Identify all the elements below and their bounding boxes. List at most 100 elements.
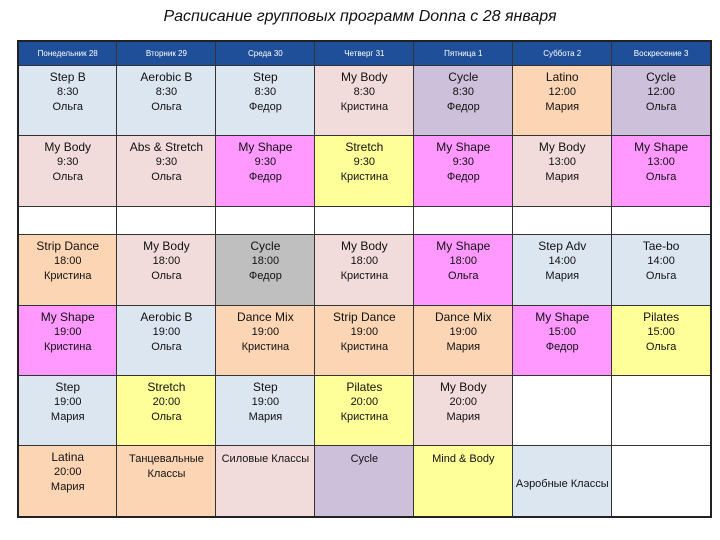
class-cell: Strip Dance 19:00 Кристина	[314, 304, 415, 377]
class-time: 9:30	[353, 156, 376, 169]
class-name: Latina	[51, 450, 85, 465]
legend-row: Latina 20:00 Мария Танцевальные Классы Сил…	[17, 445, 712, 518]
empty-cell	[413, 205, 514, 236]
class-time: 15:00	[647, 325, 675, 338]
empty-row	[17, 205, 712, 236]
class-cell: Pilates 15:00 Ольга	[611, 304, 712, 377]
day-header: Понедельник 28	[17, 40, 118, 66]
class-trainer: Ольга	[151, 270, 182, 283]
legend-label: Танцевальные Классы	[129, 453, 204, 481]
class-time: 15:00	[548, 325, 576, 338]
class-cell: My Body 18:00 Кристина	[314, 234, 415, 306]
class-trainer: Ольга	[151, 171, 182, 184]
class-name: Strip Dance	[332, 309, 396, 324]
class-name: Stretch	[345, 140, 384, 155]
class-name: Step	[253, 70, 278, 84]
header-row: Понедельник 28 Вторник 29 Среда 30 Четве…	[17, 40, 712, 66]
class-name: Pilates	[346, 380, 383, 395]
class-name: My Shape	[535, 309, 590, 324]
schedule-row: My Shape 19:00 Кристина Aerobic B 19:00 Ольг…	[17, 304, 712, 377]
class-time: 8:30	[452, 86, 474, 98]
legend-label: Mind & Body	[432, 453, 495, 466]
class-name: My Shape	[436, 140, 491, 155]
day-header: Воскресение 3	[611, 40, 712, 66]
page-title: Расписание групповых программ Donna с 28…	[163, 8, 557, 25]
class-trainer: Федор	[446, 101, 480, 113]
class-trainer: Мария	[545, 171, 580, 184]
class-time: 8:30	[155, 86, 178, 98]
schedule-row: Step B 8:30 Ольга Aerobic B 8:30 Ольга Step 8…	[17, 64, 712, 137]
class-cell: Aerobic B 8:30 Ольга	[116, 64, 217, 137]
class-cell: My Shape 18:00 Ольга	[413, 234, 514, 306]
class-trainer: Федор	[545, 340, 579, 353]
class-time: 13:00	[548, 156, 576, 169]
class-time: 18:00	[251, 255, 280, 268]
schedule-row: Strip Dance 18:00 Кристина My Body 18:00 Оль…	[17, 234, 712, 306]
class-cell: Dance Mix 19:00 Мария	[413, 304, 514, 377]
class-cell: Step 19:00 Мария	[17, 375, 118, 447]
class-cell: Latina 20:00 Мария	[17, 445, 118, 518]
class-trainer: Ольга	[645, 171, 677, 184]
class-time: 19:00	[53, 325, 82, 338]
class-name: Step	[253, 380, 278, 395]
class-name: My Shape	[634, 140, 689, 155]
day-header: Суббота 2	[512, 40, 613, 66]
legend-mind-body: Mind & Body	[413, 445, 514, 518]
class-time: 18:00	[449, 255, 478, 268]
class-trainer: Ольга	[448, 270, 479, 283]
class-name: My Body	[340, 70, 388, 84]
class-time: 19:00	[251, 396, 280, 409]
empty-cell	[512, 205, 613, 236]
class-cell: My Shape 9:30 Федор	[215, 135, 316, 207]
class-name: My Shape	[40, 309, 95, 324]
class-cell: My Body 9:30 Ольга	[17, 135, 118, 207]
class-trainer: Федор	[248, 101, 282, 113]
class-cell: Strip Dance 18:00 Кристина	[17, 234, 118, 306]
class-time: 19:00	[449, 325, 478, 338]
class-name: My Body	[439, 380, 487, 395]
class-trainer: Мария	[50, 481, 85, 494]
legend-strength: Силовые Классы	[215, 445, 316, 518]
class-name: My Body	[143, 239, 190, 254]
class-time: 9:30	[452, 156, 474, 169]
class-trainer: Мария	[545, 101, 580, 113]
class-name: My Shape	[238, 140, 293, 155]
empty-cell	[611, 205, 712, 236]
class-name: Tae-bo	[642, 239, 680, 254]
class-cell: Aerobic B 19:00 Ольга	[116, 304, 217, 377]
class-time: 18:00	[152, 255, 181, 268]
class-trainer: Кристина	[43, 270, 92, 283]
class-trainer: Кристина	[340, 171, 389, 184]
class-cell: My Body 13:00 Мария	[512, 135, 613, 207]
class-trainer: Кристина	[340, 101, 389, 113]
class-cell: Abs & Stretch 9:30 Ольга	[116, 135, 217, 207]
class-name: My Body	[538, 140, 586, 155]
class-name: Abs & Stretch	[129, 140, 204, 155]
class-trainer: Кристина	[43, 340, 92, 353]
class-time: 9:30	[254, 156, 277, 169]
legend-label: Аэробные Классы	[515, 477, 609, 490]
class-cell: Cycle 8:30 Федор	[413, 64, 514, 137]
class-time: 19:00	[251, 325, 280, 338]
class-name: Latino	[545, 70, 579, 84]
class-trainer: Мария	[446, 411, 481, 424]
class-name: My Body	[340, 239, 388, 254]
legend-dance: Танцевальные Классы	[116, 445, 217, 518]
class-trainer: Кристина	[340, 411, 389, 424]
class-name: Cycle	[646, 70, 677, 84]
class-trainer: Мария	[50, 411, 85, 424]
schedule-row: My Body 9:30 Ольга Abs & Stretch 9:30 Ольга …	[17, 135, 712, 207]
class-cell: Stretch 9:30 Кристина	[314, 135, 415, 207]
day-header: Четверг 31	[314, 40, 415, 66]
class-trainer: Ольга	[645, 340, 677, 353]
class-time: 14:00	[647, 255, 675, 268]
class-trainer: Федор	[248, 270, 282, 283]
class-trainer: Ольга	[645, 270, 677, 283]
class-cell: Tae-bo 14:00 Ольга	[611, 234, 712, 306]
class-trainer: Федор	[248, 171, 282, 184]
class-name: My Body	[44, 140, 92, 155]
class-time: 20:00	[350, 396, 379, 409]
empty-cell	[611, 375, 712, 447]
class-cell: Latino 12:00 Мария	[512, 64, 613, 137]
class-trainer: Мария	[545, 270, 580, 283]
